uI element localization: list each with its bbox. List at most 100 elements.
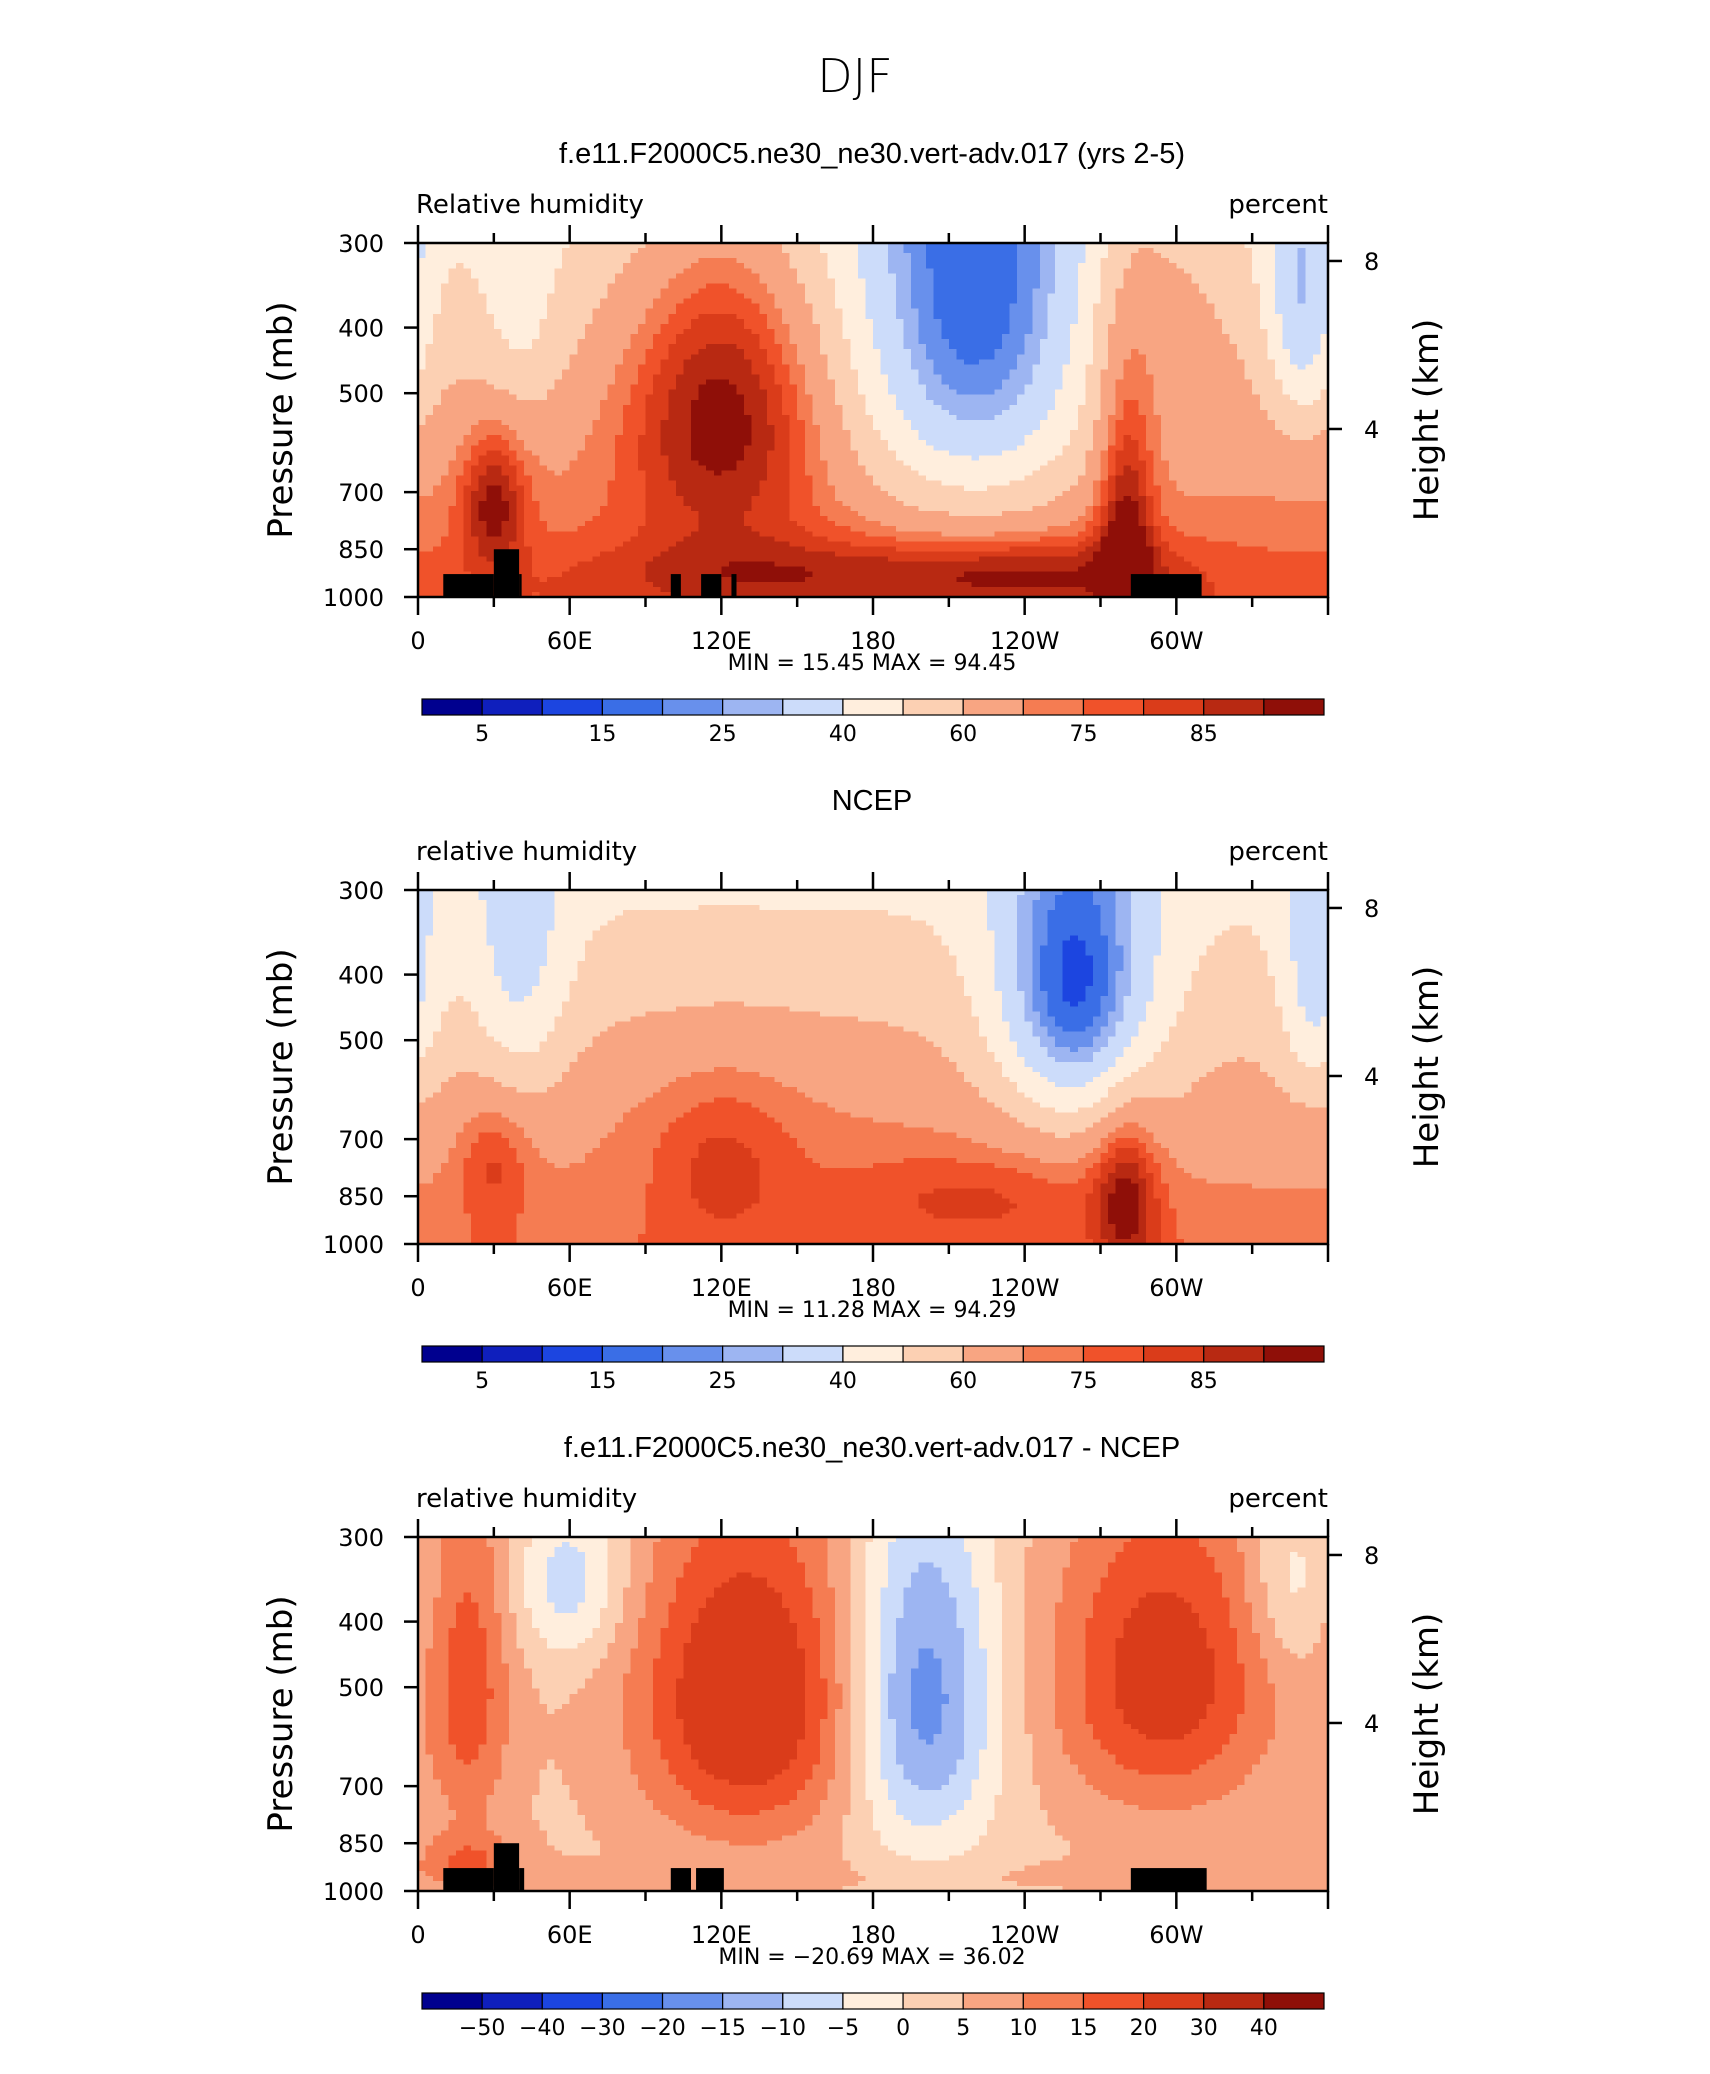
contour-cell: [1259, 344, 1268, 350]
contour-cell: [615, 344, 624, 350]
contour-cell: [592, 263, 601, 269]
contour-cell: [979, 440, 988, 446]
contour-cell: [964, 318, 973, 325]
contour-cell: [865, 283, 874, 290]
contour-cell: [622, 369, 631, 376]
contour-cell: [1229, 430, 1238, 436]
contour-cell: [850, 374, 859, 381]
contour-cell: [744, 399, 753, 406]
contour-cell: [1191, 243, 1200, 249]
contour-cell: [471, 288, 480, 295]
contour-cell: [964, 253, 973, 259]
contour-cell: [880, 359, 889, 365]
contour-cell: [744, 334, 753, 340]
contour-cell: [1229, 258, 1238, 264]
contour-cell: [539, 379, 548, 386]
contour-cell: [751, 384, 760, 391]
contour-cell: [706, 323, 715, 330]
contour-cell: [675, 425, 685, 431]
contour-cell: [979, 313, 988, 320]
contour-cell: [653, 445, 662, 451]
contour-cell: [1237, 248, 1246, 254]
contour-cell: [721, 389, 730, 396]
contour-cell: [797, 359, 806, 365]
contour-cell: [645, 420, 654, 426]
contour-cell: [546, 243, 556, 249]
contour-cell: [926, 298, 935, 305]
contour-cell: [873, 278, 882, 285]
contour-cell: [584, 394, 594, 401]
contour-cell: [1047, 339, 1056, 345]
contour-cell: [1062, 298, 1071, 305]
contour-cell: [1130, 278, 1140, 285]
contour-cell: [956, 420, 965, 426]
contour-cell: [1115, 298, 1124, 305]
contour-cell: [524, 283, 533, 290]
contour-cell: [706, 334, 715, 340]
contour-cell: [418, 404, 427, 411]
contour-cell: [797, 399, 806, 406]
contour-cell: [857, 440, 867, 446]
contour-cell: [1009, 323, 1018, 330]
contour-cell: [812, 328, 821, 335]
contour-cell: [1153, 318, 1162, 325]
contour-cell: [1305, 409, 1314, 416]
contour-cell: [1290, 430, 1299, 436]
contour-cell: [600, 435, 609, 441]
contour-cell: [592, 243, 601, 249]
contour-cell: [493, 303, 503, 310]
contour-cell: [744, 425, 753, 431]
contour-cell: [1214, 420, 1223, 426]
contour-cell: [1183, 364, 1193, 371]
contour-cell: [539, 268, 548, 274]
contour-cell: [1320, 359, 1329, 365]
contour-cell: [516, 313, 525, 320]
contour-cell: [493, 344, 503, 350]
contour-cell: [463, 440, 472, 446]
contour-cell: [440, 445, 449, 451]
contour-cell: [607, 328, 616, 335]
contour-cell: [486, 404, 495, 411]
contour-cell: [1274, 440, 1284, 446]
contour-cell: [1070, 313, 1079, 320]
contour-cell: [691, 303, 700, 310]
contour-cell: [600, 404, 609, 411]
contour-cell: [569, 258, 578, 264]
contour-cell: [782, 359, 791, 365]
contour-cell: [782, 283, 791, 290]
contour-cell: [1176, 379, 1185, 386]
contour-cell: [1085, 278, 1094, 285]
contour-cell: [509, 379, 518, 386]
contour-cell: [425, 399, 434, 406]
contour-cell: [539, 399, 548, 406]
contour-cell: [645, 374, 654, 381]
contour-cell: [501, 318, 510, 325]
contour-cell: [964, 364, 973, 371]
contour-cell: [1146, 389, 1155, 396]
contour-cell: [516, 425, 525, 431]
contour-cell: [728, 425, 738, 431]
contour-cell: [645, 450, 654, 456]
contour-cell: [1282, 243, 1291, 249]
contour-cell: [865, 263, 874, 269]
contour-cell: [1153, 273, 1162, 279]
contour-cell: [1085, 303, 1094, 310]
contour-cell: [1183, 404, 1193, 411]
contour-cell: [1305, 344, 1314, 350]
contour-cell: [744, 303, 753, 310]
contour-cell: [1055, 298, 1064, 305]
contour-cell: [744, 440, 753, 446]
contour-cell: [509, 278, 518, 285]
contour-cell: [493, 435, 503, 441]
contour-cell: [440, 420, 449, 426]
contour-cell: [1206, 369, 1215, 376]
figure-title: DJF: [817, 49, 892, 103]
contour-cell: [1009, 328, 1018, 335]
contour-cell: [1312, 323, 1322, 330]
contour-cell: [744, 283, 753, 290]
contour-cell: [850, 404, 859, 411]
contour-cell: [569, 278, 578, 285]
contour-cell: [1138, 278, 1147, 285]
contour-cell: [622, 298, 631, 305]
contour-cell: [1259, 440, 1268, 446]
